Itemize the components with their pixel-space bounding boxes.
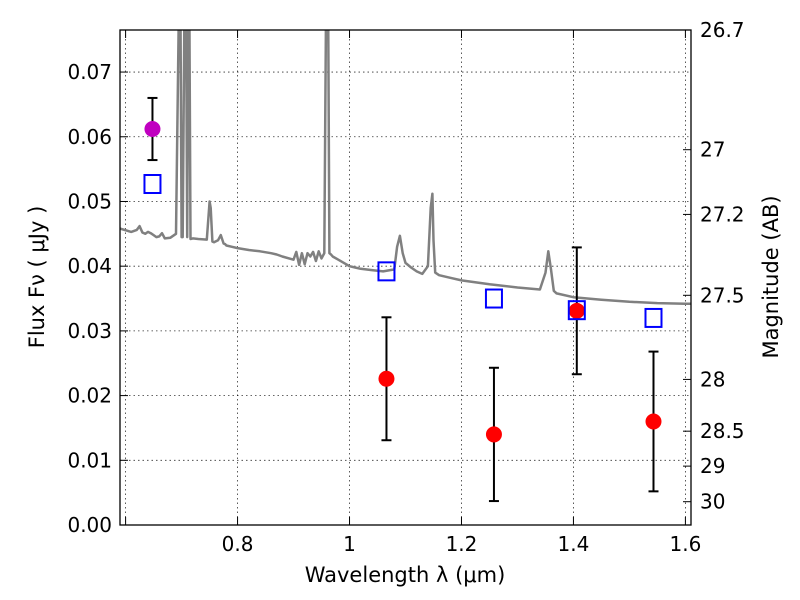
data-point-square <box>377 261 396 282</box>
y-tick-label: 0.01 <box>67 448 112 472</box>
data-point-circle <box>645 413 662 430</box>
x-axis-label: Wavelength λ (μm) <box>305 563 506 587</box>
grid <box>120 30 691 526</box>
data-points <box>143 96 663 503</box>
data-point-square <box>567 300 586 321</box>
y2-tick-label: 28.5 <box>700 419 745 443</box>
data-point-square <box>143 174 162 194</box>
model-spectrum <box>120 30 691 305</box>
data-point-square <box>484 288 503 309</box>
data-point-circle <box>485 426 502 443</box>
model-spectrum-line <box>120 30 691 305</box>
y-axis-label: Flux Fν ( μJy ) <box>25 206 49 349</box>
y2-tick-label: 27.5 <box>700 283 745 307</box>
x-tick-label: 1.6 <box>669 532 701 556</box>
x-tick-label: 0.8 <box>222 532 254 556</box>
y-tick-label: 0.04 <box>67 254 112 278</box>
y2-tick-label: 27 <box>700 138 725 162</box>
data-point-square <box>644 307 663 328</box>
y-tick-label: 0.07 <box>67 60 112 84</box>
y2-tick-label: 27.2 <box>700 202 745 226</box>
y2-tick-label: 29 <box>700 454 725 478</box>
y-tick-label: 0.03 <box>67 319 112 343</box>
x-tick-label: 1.2 <box>446 532 478 556</box>
y-tick-label: 0.02 <box>67 384 112 408</box>
y2-axis-label: Magnitude (AB) <box>759 195 783 358</box>
axis-ticks: 0.8 1 1.2 1.4 1.6 0.00 0.01 0.02 0.03 0.04 0.05 0.0… <box>67 18 744 556</box>
y2-tick-label: 26.7 <box>700 18 745 42</box>
y-tick-label: 0.06 <box>67 125 112 149</box>
data-point-circle <box>144 121 161 137</box>
data-point-circle <box>568 302 585 319</box>
x-tick-label: 1 <box>343 532 356 556</box>
y2-tick-label: 30 <box>700 490 725 514</box>
y-tick-label: 0.05 <box>67 189 112 213</box>
data-point-circle <box>378 370 395 387</box>
y-tick-label: 0.00 <box>67 513 112 537</box>
x-tick-label: 1.4 <box>558 532 590 556</box>
plot-frame <box>119 29 692 526</box>
y2-tick-label: 28 <box>700 367 725 391</box>
